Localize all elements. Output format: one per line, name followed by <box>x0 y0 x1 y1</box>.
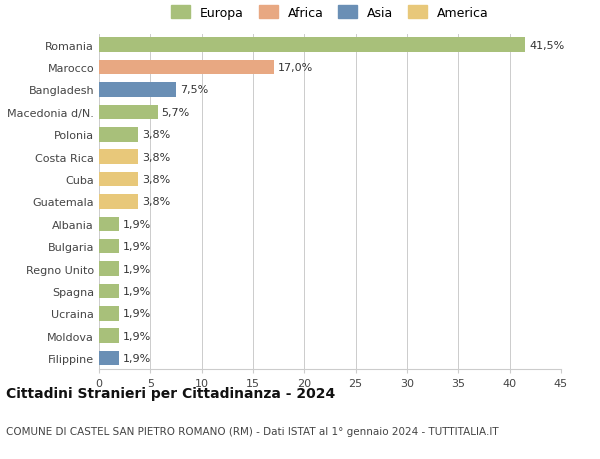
Text: 3,8%: 3,8% <box>142 197 170 207</box>
Text: 3,8%: 3,8% <box>142 152 170 162</box>
Text: 1,9%: 1,9% <box>122 331 151 341</box>
Text: 1,9%: 1,9% <box>122 286 151 297</box>
Text: 1,9%: 1,9% <box>122 241 151 252</box>
Bar <box>99 83 176 97</box>
Text: 1,9%: 1,9% <box>122 219 151 230</box>
Text: Cittadini Stranieri per Cittadinanza - 2024: Cittadini Stranieri per Cittadinanza - 2… <box>6 386 335 400</box>
Text: 1,9%: 1,9% <box>122 264 151 274</box>
Text: 1,9%: 1,9% <box>122 353 151 364</box>
Bar <box>99 240 119 254</box>
Bar <box>99 351 119 365</box>
Text: COMUNE DI CASTEL SAN PIETRO ROMANO (RM) - Dati ISTAT al 1° gennaio 2024 - TUTTIT: COMUNE DI CASTEL SAN PIETRO ROMANO (RM) … <box>6 426 499 436</box>
Bar <box>99 39 525 53</box>
Bar <box>99 217 119 231</box>
Bar <box>99 195 138 209</box>
Text: 7,5%: 7,5% <box>180 85 208 95</box>
Bar <box>99 61 274 75</box>
Text: 17,0%: 17,0% <box>278 63 313 73</box>
Text: 1,9%: 1,9% <box>122 308 151 319</box>
Text: 41,5%: 41,5% <box>529 40 565 50</box>
Legend: Europa, Africa, Asia, America: Europa, Africa, Asia, America <box>167 2 493 23</box>
Bar <box>99 284 119 298</box>
Bar <box>99 150 138 164</box>
Bar <box>99 307 119 321</box>
Bar <box>99 329 119 343</box>
Bar <box>99 106 158 120</box>
Text: 3,8%: 3,8% <box>142 174 170 185</box>
Bar <box>99 262 119 276</box>
Bar <box>99 128 138 142</box>
Text: 5,7%: 5,7% <box>161 107 190 118</box>
Text: 3,8%: 3,8% <box>142 130 170 140</box>
Bar <box>99 173 138 187</box>
